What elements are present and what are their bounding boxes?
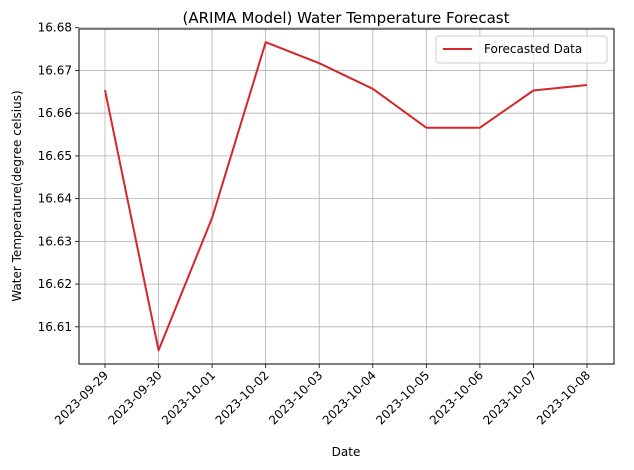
x-tick-label: 2023-09-29: [52, 368, 111, 427]
grid: [79, 27, 614, 364]
legend: Forecasted Data: [435, 35, 608, 64]
y-tick-label: 16.64: [38, 192, 72, 206]
x-tick-label: 2023-10-08: [534, 368, 593, 427]
series-layer: [104, 41, 588, 352]
y-tick-label: 16.66: [38, 106, 72, 120]
x-tick-label: 2023-10-04: [320, 368, 379, 427]
y-axis-label: Water Temperature(degree celsius): [10, 90, 24, 301]
y-tick-label: 16.62: [38, 277, 72, 291]
x-tick-label: 2023-10-01: [159, 368, 218, 427]
legend-label: Forecasted Data: [484, 42, 582, 56]
legend-box: [435, 35, 608, 64]
y-tick-label: 16.67: [38, 63, 72, 77]
y-tick-label: 16.61: [38, 320, 72, 334]
series-line: [104, 41, 588, 352]
x-tick-label: 2023-10-03: [266, 368, 325, 427]
y-tick-label: 16.68: [38, 21, 72, 35]
y-axis: 16.61 16.62 16.63 16.64 16.65 16.66 16.67 16.68: [38, 21, 79, 334]
plot-frame: [78, 28, 615, 365]
x-tick-label: 2023-10-06: [427, 368, 486, 427]
x-tick-label: 2023-10-05: [373, 368, 432, 427]
y-tick-label: 16.63: [38, 234, 72, 248]
x-tick-label: 2023-10-02: [213, 368, 272, 427]
x-axis-label: Date: [332, 445, 361, 459]
x-axis: 2023-09-292023-09-302023-10-012023-10-02…: [52, 364, 593, 427]
x-tick-label: 2023-10-07: [480, 368, 539, 427]
chart-title: (ARIMA Model) Water Temperature Forecast: [183, 9, 510, 27]
y-tick-label: 16.65: [38, 149, 72, 163]
x-tick-label: 2023-09-30: [105, 368, 164, 427]
